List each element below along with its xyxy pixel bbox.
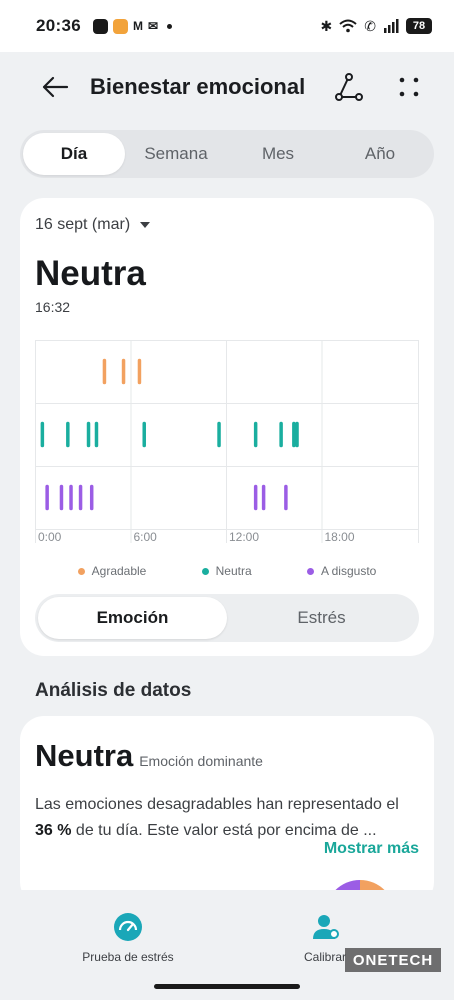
x-tick-label: 18:00 bbox=[325, 530, 355, 544]
app-notification-icon bbox=[92, 18, 108, 34]
system-icons: ✱ ✆ 78 bbox=[321, 18, 432, 35]
battery-icon: 78 bbox=[406, 18, 432, 34]
chevron-down-icon bbox=[140, 222, 151, 228]
legend-item-neutra: Neutra bbox=[201, 564, 252, 578]
tab-semana[interactable]: Semana bbox=[144, 144, 208, 163]
legend-dot-neutra bbox=[201, 567, 209, 575]
wifi-icon bbox=[339, 19, 357, 33]
current-emotion: Neutra bbox=[35, 254, 146, 293]
date-selector[interactable]: 16 sept (mar) bbox=[35, 216, 151, 234]
tab-mes[interactable]: Mes bbox=[261, 144, 295, 163]
analysis-text-after: de tu día. Este valor está por encima de… bbox=[71, 822, 377, 839]
calibrate-label: Calibrar bbox=[303, 950, 346, 964]
emotion-card: 16 sept (mar) Neutra 16:32 0:00 6:00 12:00… bbox=[20, 198, 434, 656]
current-emotion-time: 16:32 bbox=[35, 299, 71, 315]
page-title: Bienestar emocional bbox=[90, 74, 306, 99]
legend-label-agradable: Agradable bbox=[91, 564, 147, 578]
emotion-chart-svg: 0:00 6:00 12:00 18:00 bbox=[35, 340, 419, 544]
tab-dia[interactable]: Día bbox=[23, 133, 125, 175]
notification-icons: M ✉ bbox=[92, 18, 173, 34]
metric-toggle: Emoción Estrés bbox=[35, 594, 419, 642]
emotion-chart: 0:00 6:00 12:00 18:00 bbox=[35, 340, 419, 550]
bluetooth-icon: ✱ bbox=[320, 17, 333, 34]
more-options-button[interactable] bbox=[394, 70, 424, 104]
analysis-card: Neutra Emoción dominante Las emociones d… bbox=[20, 716, 434, 906]
legend-item-disgusto: A disgusto bbox=[306, 564, 377, 578]
stress-test-label: Prueba de estrés bbox=[82, 950, 174, 964]
home-indicator[interactable] bbox=[154, 984, 300, 989]
x-tick-label: 0:00 bbox=[38, 530, 62, 544]
dominant-emotion: Neutra bbox=[35, 738, 134, 773]
app-bar: Bienestar emocional bbox=[0, 52, 454, 124]
app-notification-icon bbox=[112, 18, 128, 34]
analysis-text-before: Las emociones desagradables han represen… bbox=[35, 796, 399, 813]
more-notifications-icon bbox=[167, 23, 173, 29]
arrow-left-icon bbox=[42, 76, 69, 98]
chart-legend: Agradable Neutra A disgusto bbox=[20, 564, 434, 578]
analysis-header: Neutra Emoción dominante bbox=[35, 738, 263, 774]
status-time: 20:36 bbox=[36, 16, 81, 35]
watermark-logo: ONETECH bbox=[345, 948, 441, 972]
analysis-percent: 36 % bbox=[35, 822, 72, 839]
calibrate-button[interactable]: Calibrar bbox=[300, 912, 350, 964]
share-button[interactable] bbox=[332, 70, 366, 104]
date-label: 16 sept (mar) bbox=[35, 216, 131, 233]
status-bar: 20:36 M ✉ ✱ ✆ 78 bbox=[0, 0, 454, 52]
legend-dot-agradable bbox=[77, 567, 85, 575]
gauge-icon bbox=[114, 913, 142, 941]
signal-icon bbox=[384, 19, 399, 33]
analysis-text: Las emociones desagradables han represen… bbox=[35, 792, 421, 844]
tab-ano[interactable]: Año bbox=[364, 144, 396, 163]
call-icon: ✆ bbox=[364, 17, 376, 34]
legend-label-neutra: Neutra bbox=[215, 564, 252, 578]
back-button[interactable] bbox=[38, 70, 72, 104]
legend-label-disgusto: A disgusto bbox=[320, 564, 377, 578]
bottom-nav: Prueba de estrés Calibrar bbox=[0, 890, 454, 1000]
stress-test-button[interactable]: Prueba de estrés bbox=[80, 912, 176, 964]
mail-icon: ✉ bbox=[147, 19, 159, 33]
show-more-link[interactable]: Mostrar más bbox=[323, 840, 419, 857]
period-tabs: Día Semana Mes Año bbox=[20, 130, 434, 178]
gmail-icon: M bbox=[132, 19, 143, 33]
share-icon bbox=[335, 73, 363, 101]
x-tick-label: 6:00 bbox=[134, 530, 158, 544]
user-calibrate-icon bbox=[313, 915, 339, 939]
section-title: Análisis de datos bbox=[35, 680, 192, 701]
legend-dot-disgusto bbox=[306, 567, 314, 575]
x-tick-label: 12:00 bbox=[229, 530, 259, 544]
legend-item-agradable: Agradable bbox=[77, 564, 147, 578]
toggle-estres[interactable]: Estrés bbox=[297, 608, 346, 627]
toggle-emocion[interactable]: Emoción bbox=[38, 597, 227, 639]
dominant-emotion-label: Emoción dominante bbox=[139, 753, 263, 769]
grid-dots-icon bbox=[399, 77, 419, 97]
